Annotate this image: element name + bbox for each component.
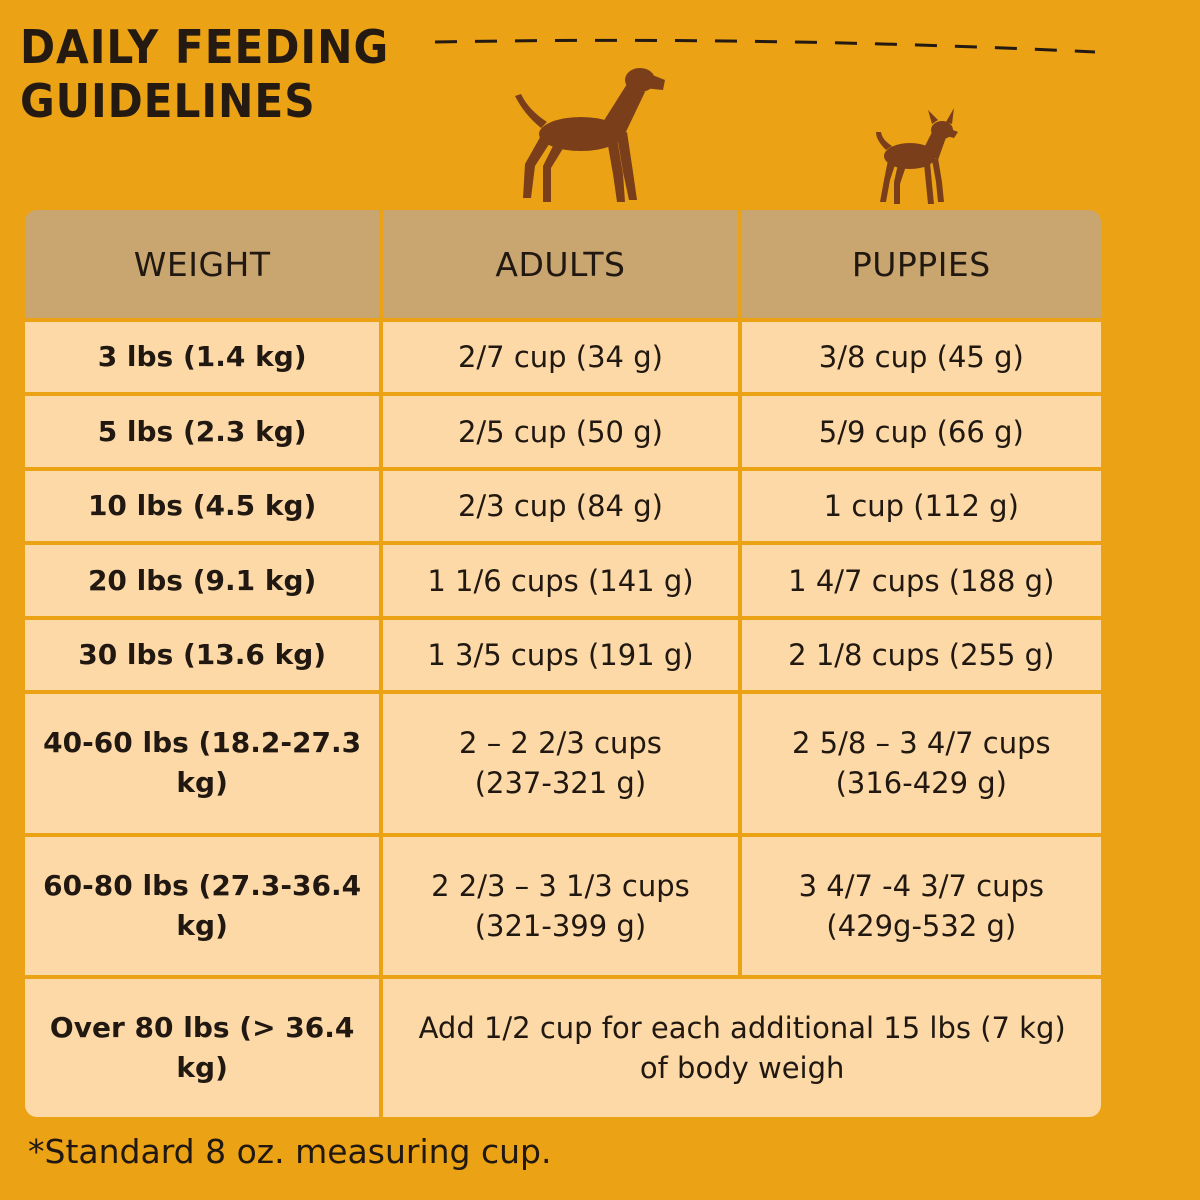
adults-cell: 2/5 cup (50 g) <box>383 392 742 467</box>
dashed-line-decoration <box>434 38 1096 54</box>
puppies-cell: 3 4/7 -4 3/7 cups (429g-532 g) <box>741 832 1101 975</box>
adults-cell: 2/3 cup (84 g) <box>383 466 742 542</box>
table-row: 20 lbs (9.1 kg) 1 1/6 cups (141 g) 1 4/7 c… <box>25 541 1101 616</box>
table-row: 40-60 lbs (18.2-27.3 kg) 2 – 2 2/3 cups (2… <box>25 690 1101 833</box>
weight-cell: 30 lbs (13.6 kg) <box>25 615 384 691</box>
weight-cell: 5 lbs (2.3 kg) <box>25 392 384 467</box>
table-row: Over 80 lbs (> 36.4 kg) Add 1/2 cup for e… <box>25 974 1101 1117</box>
table-header-row: WEIGHT ADULTS PUPPIES <box>25 210 1101 318</box>
table-row: 30 lbs (13.6 kg) 1 3/5 cups (191 g) 2 1/8 … <box>25 615 1101 691</box>
table-row: 5 lbs (2.3 kg) 2/5 cup (50 g) 5/9 cup (66 … <box>25 392 1101 467</box>
adults-cell: 1 1/6 cups (141 g) <box>383 541 742 616</box>
adults-cell: 1 3/5 cups (191 g) <box>383 615 742 691</box>
footnote: *Standard 8 oz. measuring cup. <box>28 1132 552 1171</box>
puppies-cell: 1 4/7 cups (188 g) <box>741 541 1101 616</box>
table-row: 3 lbs (1.4 kg) 2/7 cup (34 g) 3/8 cup (45 … <box>25 318 1101 393</box>
weight-cell: 3 lbs (1.4 kg) <box>25 318 384 393</box>
adults-cell: 2/7 cup (34 g) <box>383 318 742 393</box>
feeding-table: WEIGHT ADULTS PUPPIES 3 lbs (1.4 kg) 2/7 … <box>25 210 1101 1117</box>
title-line-2: GUIDELINES <box>20 74 316 128</box>
weight-cell: Over 80 lbs (> 36.4 kg) <box>25 974 384 1117</box>
adults-cell: 2 2/3 – 3 1/3 cups (321-399 g) <box>383 832 742 975</box>
large-dog-silhouette-icon <box>515 68 665 202</box>
additional-feeding-note: Add 1/2 cup for each additional 15 lbs (… <box>383 974 1101 1117</box>
adults-cell: 2 – 2 2/3 cups (237-321 g) <box>383 690 742 833</box>
puppies-cell: 5/9 cup (66 g) <box>741 392 1101 467</box>
table-row: 10 lbs (4.5 kg) 2/3 cup (84 g) 1 cup (112 … <box>25 466 1101 542</box>
small-dog-silhouette-icon <box>876 108 958 204</box>
weight-cell: 10 lbs (4.5 kg) <box>25 466 384 542</box>
table-row: 60-80 lbs (27.3-36.4 kg) 2 2/3 – 3 1/3 cu… <box>25 832 1101 975</box>
header-adults: ADULTS <box>383 210 742 318</box>
weight-cell: 20 lbs (9.1 kg) <box>25 541 384 616</box>
page-title: DAILY FEEDING GUIDELINES <box>20 20 389 128</box>
puppies-cell: 2 1/8 cups (255 g) <box>741 615 1101 691</box>
weight-cell: 40-60 lbs (18.2-27.3 kg) <box>25 690 384 833</box>
title-line-1: DAILY FEEDING <box>20 20 390 74</box>
weight-cell: 60-80 lbs (27.3-36.4 kg) <box>25 832 384 975</box>
puppies-cell: 3/8 cup (45 g) <box>741 318 1101 393</box>
header-weight: WEIGHT <box>25 210 384 318</box>
puppies-cell: 1 cup (112 g) <box>741 466 1101 542</box>
puppies-cell: 2 5/8 – 3 4/7 cups (316-429 g) <box>741 690 1101 833</box>
header-puppies: PUPPIES <box>741 210 1101 318</box>
